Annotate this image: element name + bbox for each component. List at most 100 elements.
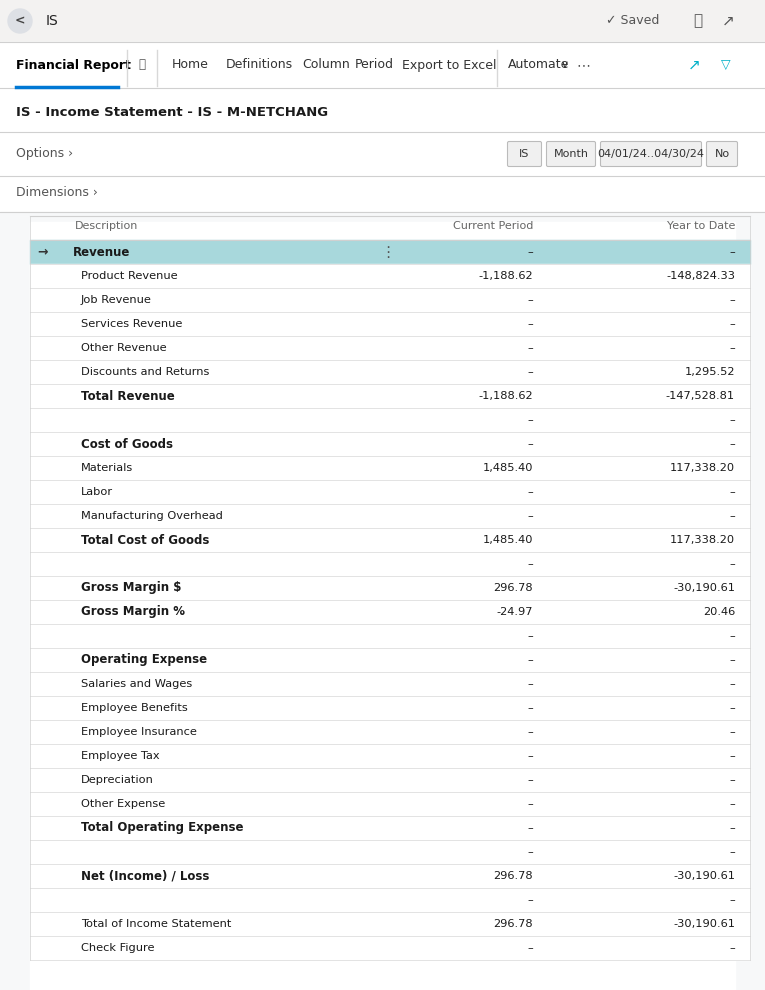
- Circle shape: [8, 9, 32, 33]
- Text: –: –: [527, 655, 533, 665]
- Bar: [30, 384, 750, 408]
- Bar: [0, 132, 765, 176]
- FancyBboxPatch shape: [707, 142, 737, 166]
- Text: ▽: ▽: [721, 58, 731, 71]
- Text: –: –: [527, 847, 533, 857]
- Text: –: –: [729, 751, 735, 761]
- Text: –: –: [527, 295, 533, 305]
- Bar: [30, 648, 750, 672]
- Bar: [30, 936, 750, 960]
- Text: Discounts and Returns: Discounts and Returns: [81, 367, 210, 377]
- Text: Month: Month: [554, 149, 588, 159]
- Text: Description: Description: [75, 221, 138, 231]
- Text: –: –: [729, 319, 735, 329]
- Text: Materials: Materials: [81, 463, 133, 473]
- Text: Gross Margin %: Gross Margin %: [81, 606, 185, 619]
- Text: –: –: [527, 439, 533, 449]
- Text: –: –: [527, 895, 533, 905]
- Text: Employee Insurance: Employee Insurance: [81, 727, 197, 737]
- Text: Operating Expense: Operating Expense: [81, 653, 207, 666]
- Text: ✓ Saved: ✓ Saved: [606, 15, 659, 28]
- Text: –: –: [729, 511, 735, 521]
- Text: Check Figure: Check Figure: [81, 943, 155, 953]
- Text: –: –: [729, 679, 735, 689]
- Text: <: <: [15, 15, 25, 28]
- Text: 296.78: 296.78: [493, 871, 533, 881]
- Text: Total Operating Expense: Total Operating Expense: [81, 822, 243, 835]
- Text: Other Expense: Other Expense: [81, 799, 165, 809]
- Text: –: –: [729, 943, 735, 953]
- Bar: [30, 792, 750, 816]
- Text: IS: IS: [519, 149, 529, 159]
- Bar: [30, 456, 750, 480]
- Text: –: –: [729, 847, 735, 857]
- Text: –: –: [729, 655, 735, 665]
- Text: Net (Income) / Loss: Net (Income) / Loss: [81, 869, 210, 882]
- Text: –: –: [729, 247, 735, 257]
- Text: Labor: Labor: [81, 487, 113, 497]
- Text: -30,190.61: -30,190.61: [673, 919, 735, 929]
- Bar: [30, 222, 735, 990]
- Text: –: –: [527, 823, 533, 833]
- Text: 1,485.40: 1,485.40: [483, 463, 533, 473]
- Text: Other Revenue: Other Revenue: [81, 343, 167, 353]
- Text: Home: Home: [172, 58, 209, 71]
- Text: Manufacturing Overhead: Manufacturing Overhead: [81, 511, 223, 521]
- Text: –: –: [729, 775, 735, 785]
- Text: –: –: [527, 799, 533, 809]
- Text: -30,190.61: -30,190.61: [673, 871, 735, 881]
- Text: –: –: [729, 799, 735, 809]
- Bar: [30, 888, 750, 912]
- Text: Services Revenue: Services Revenue: [81, 319, 182, 329]
- Text: Dimensions ›: Dimensions ›: [16, 186, 98, 200]
- Text: –: –: [729, 895, 735, 905]
- Bar: [30, 576, 750, 600]
- Text: -24.97: -24.97: [496, 607, 533, 617]
- Bar: [30, 504, 750, 528]
- Text: -30,190.61: -30,190.61: [673, 583, 735, 593]
- Bar: [30, 840, 750, 864]
- Bar: [30, 264, 750, 288]
- Text: ⋮: ⋮: [380, 245, 396, 259]
- Text: Total of Income Statement: Total of Income Statement: [81, 919, 231, 929]
- Text: ⧉: ⧉: [693, 14, 702, 29]
- Text: Employee Benefits: Employee Benefits: [81, 703, 187, 713]
- Text: –: –: [527, 679, 533, 689]
- Text: –: –: [527, 343, 533, 353]
- Bar: [30, 912, 750, 936]
- Text: 04/01/24..04/30/24: 04/01/24..04/30/24: [597, 149, 705, 159]
- Bar: [30, 768, 750, 792]
- Text: Automate: Automate: [508, 58, 569, 71]
- Bar: [30, 744, 750, 768]
- Text: –: –: [729, 703, 735, 713]
- Bar: [30, 600, 750, 624]
- Text: –: –: [729, 439, 735, 449]
- Text: IS - Income Statement - IS - M-NETCHANG: IS - Income Statement - IS - M-NETCHANG: [16, 106, 328, 119]
- Text: –: –: [729, 487, 735, 497]
- Bar: [30, 696, 750, 720]
- Text: 117,338.20: 117,338.20: [670, 535, 735, 545]
- Text: -148,824.33: -148,824.33: [666, 271, 735, 281]
- Text: 296.78: 296.78: [493, 583, 533, 593]
- Text: ↗: ↗: [721, 14, 734, 29]
- Text: Period: Period: [355, 58, 394, 71]
- Text: Revenue: Revenue: [73, 246, 130, 258]
- Bar: [0, 42, 765, 88]
- Text: ⋯: ⋯: [576, 58, 590, 72]
- Text: Definitions: Definitions: [226, 58, 293, 71]
- Text: 1,295.52: 1,295.52: [685, 367, 735, 377]
- Text: –: –: [527, 775, 533, 785]
- Bar: [30, 360, 750, 384]
- Text: –: –: [527, 319, 533, 329]
- Text: –: –: [527, 559, 533, 569]
- Text: 🔍: 🔍: [138, 58, 145, 71]
- Text: –: –: [729, 559, 735, 569]
- Bar: [30, 816, 750, 840]
- Text: Current Period: Current Period: [453, 221, 533, 231]
- Text: –: –: [729, 823, 735, 833]
- Text: ∨: ∨: [561, 60, 569, 70]
- Text: IS: IS: [46, 14, 59, 28]
- Text: Gross Margin $: Gross Margin $: [81, 581, 181, 595]
- Text: –: –: [527, 511, 533, 521]
- Text: Salaries and Wages: Salaries and Wages: [81, 679, 192, 689]
